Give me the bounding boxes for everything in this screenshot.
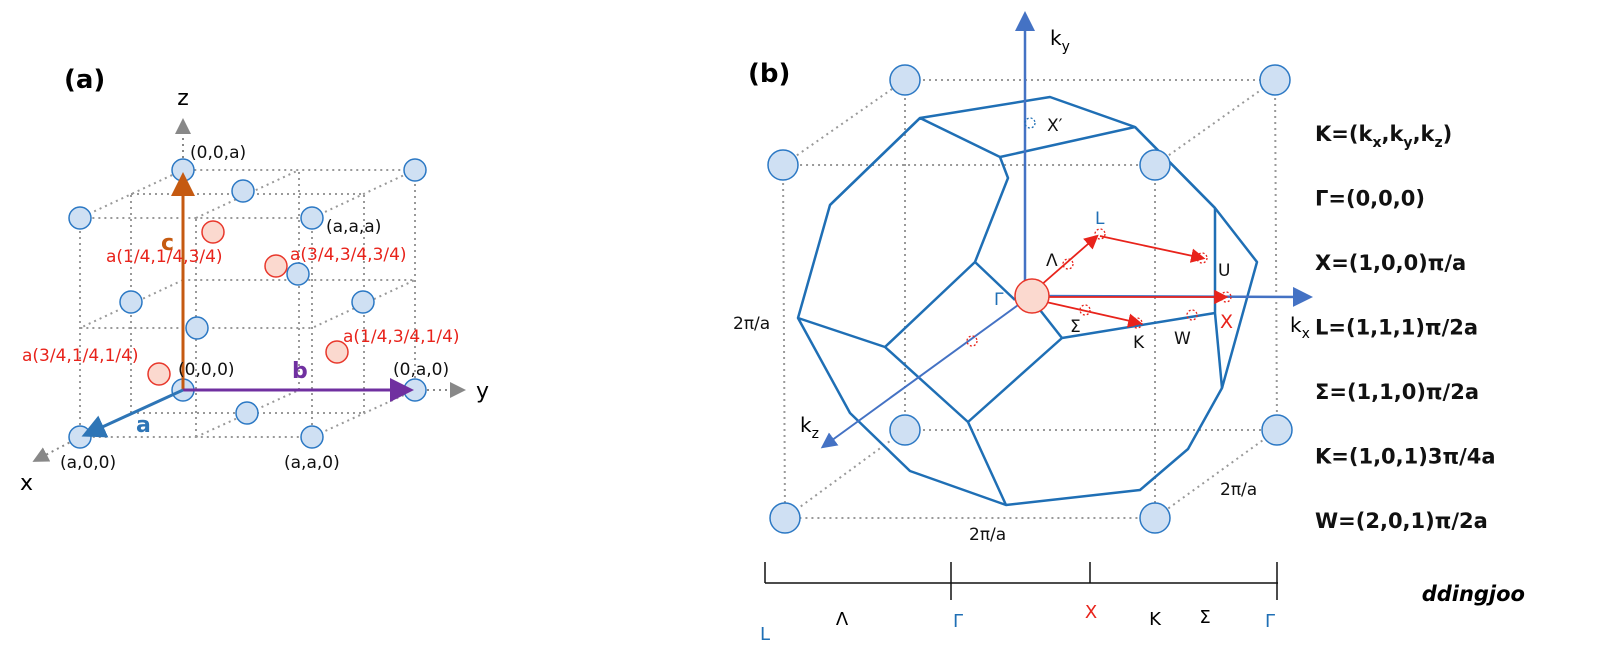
symmetry-point — [1024, 117, 1036, 129]
length-label: 2π/a — [733, 314, 770, 334]
subscript: x — [1372, 135, 1381, 151]
subscript: y — [1403, 135, 1412, 151]
point-label: Λ — [1046, 251, 1058, 271]
path-label: X — [1085, 602, 1097, 623]
point-label: Γ — [994, 290, 1004, 310]
definition: K=(1,0,1)3π/4a — [1315, 445, 1496, 469]
symmetry-paths — [1039, 234, 1229, 328]
definitions: K=(kx,ky,kz)Γ=(0,0,0)X=(1,0,0)π/aL=(1,1,… — [1315, 122, 1496, 533]
axis-sub: x — [1302, 326, 1310, 342]
basis-label: a(3/4,3/4,3/4) — [290, 245, 407, 265]
definition-text: Σ=(1,1,0)π/2a — [1315, 380, 1479, 404]
point-label: Σ — [1070, 317, 1081, 337]
definition: X=(1,0,0)π/a — [1315, 251, 1466, 275]
axis-label: z — [177, 86, 189, 111]
path-label: Σ — [1199, 607, 1210, 628]
path-label: L — [760, 624, 770, 645]
corner-label: (0,0,a) — [190, 143, 246, 163]
definition-text: ,k — [1381, 122, 1404, 146]
axis-base: k — [1050, 26, 1062, 50]
basis-label: a(1/4,1/4,3/4) — [106, 247, 223, 267]
reciprocal-atoms — [767, 64, 1293, 534]
axis-label: x — [20, 471, 33, 496]
point-label: U — [1218, 261, 1230, 281]
corner-label: (0,a,0) — [393, 360, 449, 380]
band-path: L Λ Γ X K Σ Γ — [760, 562, 1278, 645]
panel-label: (b) — [748, 59, 790, 89]
path-label: Γ — [953, 611, 963, 632]
basis-atoms — [147, 220, 349, 386]
definition-text: ) — [1443, 122, 1453, 146]
symmetry-points — [966, 228, 1232, 347]
point-label: L — [1095, 209, 1105, 229]
lattice-vectors — [81, 172, 414, 438]
definition: Σ=(1,1,0)π/2a — [1315, 380, 1479, 404]
definition: L=(1,1,1)π/2a — [1315, 316, 1478, 340]
definition-text: K=(1,0,1)3π/4a — [1315, 445, 1496, 469]
corner-label: (a,0,0) — [60, 453, 116, 473]
path-label: K — [1149, 609, 1162, 630]
axis-label: kx — [1290, 313, 1310, 342]
gamma-point — [1014, 278, 1050, 314]
panel-b: (b) ky — [733, 11, 1313, 645]
length-label: 2π/a — [969, 525, 1006, 545]
definition-text: X=(1,0,0)π/a — [1315, 251, 1466, 275]
lattice-atoms — [68, 158, 427, 449]
axis-label: ky — [1050, 26, 1070, 55]
vector-label: b — [292, 359, 308, 384]
vector-label: a — [136, 413, 151, 438]
vector-label: c — [161, 231, 174, 256]
corner-label: (a,a,0) — [284, 453, 340, 473]
definition-text: K=(k — [1315, 122, 1373, 146]
axis-base: k — [1290, 313, 1302, 337]
definition-text: ,k — [1413, 122, 1436, 146]
definition: W=(2,0,1)π/2a — [1315, 509, 1488, 533]
path-label: Γ — [1265, 611, 1275, 632]
watermark: ddingjoo — [1422, 582, 1525, 606]
corner-label: (0,0,0) — [178, 360, 235, 380]
subscript: z — [1435, 135, 1443, 151]
panel-label: (a) — [64, 65, 105, 95]
definition-text: Γ=(0,0,0) — [1315, 187, 1425, 211]
path-label: Λ — [836, 609, 849, 630]
panel-a: (a) z y x c b — [20, 65, 489, 496]
axis-base: k — [800, 413, 812, 437]
basis-label: a(3/4,1/4,1/4) — [22, 346, 139, 366]
definition-text: W=(2,0,1)π/2a — [1315, 509, 1488, 533]
corner-label: (a,a,a) — [326, 217, 381, 237]
length-label: 2π/a — [1220, 480, 1257, 500]
point-label: X′ — [1047, 116, 1063, 136]
point-label: X — [1220, 311, 1233, 333]
definition: Γ=(0,0,0) — [1315, 187, 1425, 211]
definition: K=(kx,ky,kz) — [1315, 122, 1452, 151]
axis-label: kz — [800, 413, 819, 442]
point-label: W — [1174, 329, 1191, 349]
axis-label: y — [476, 379, 489, 404]
axis-sub: z — [812, 426, 819, 442]
basis-label: a(1/4,3/4,1/4) — [343, 327, 460, 347]
point-label: K — [1133, 333, 1145, 353]
definition-text: L=(1,1,1)π/2a — [1315, 316, 1478, 340]
axis-sub: y — [1062, 39, 1070, 55]
